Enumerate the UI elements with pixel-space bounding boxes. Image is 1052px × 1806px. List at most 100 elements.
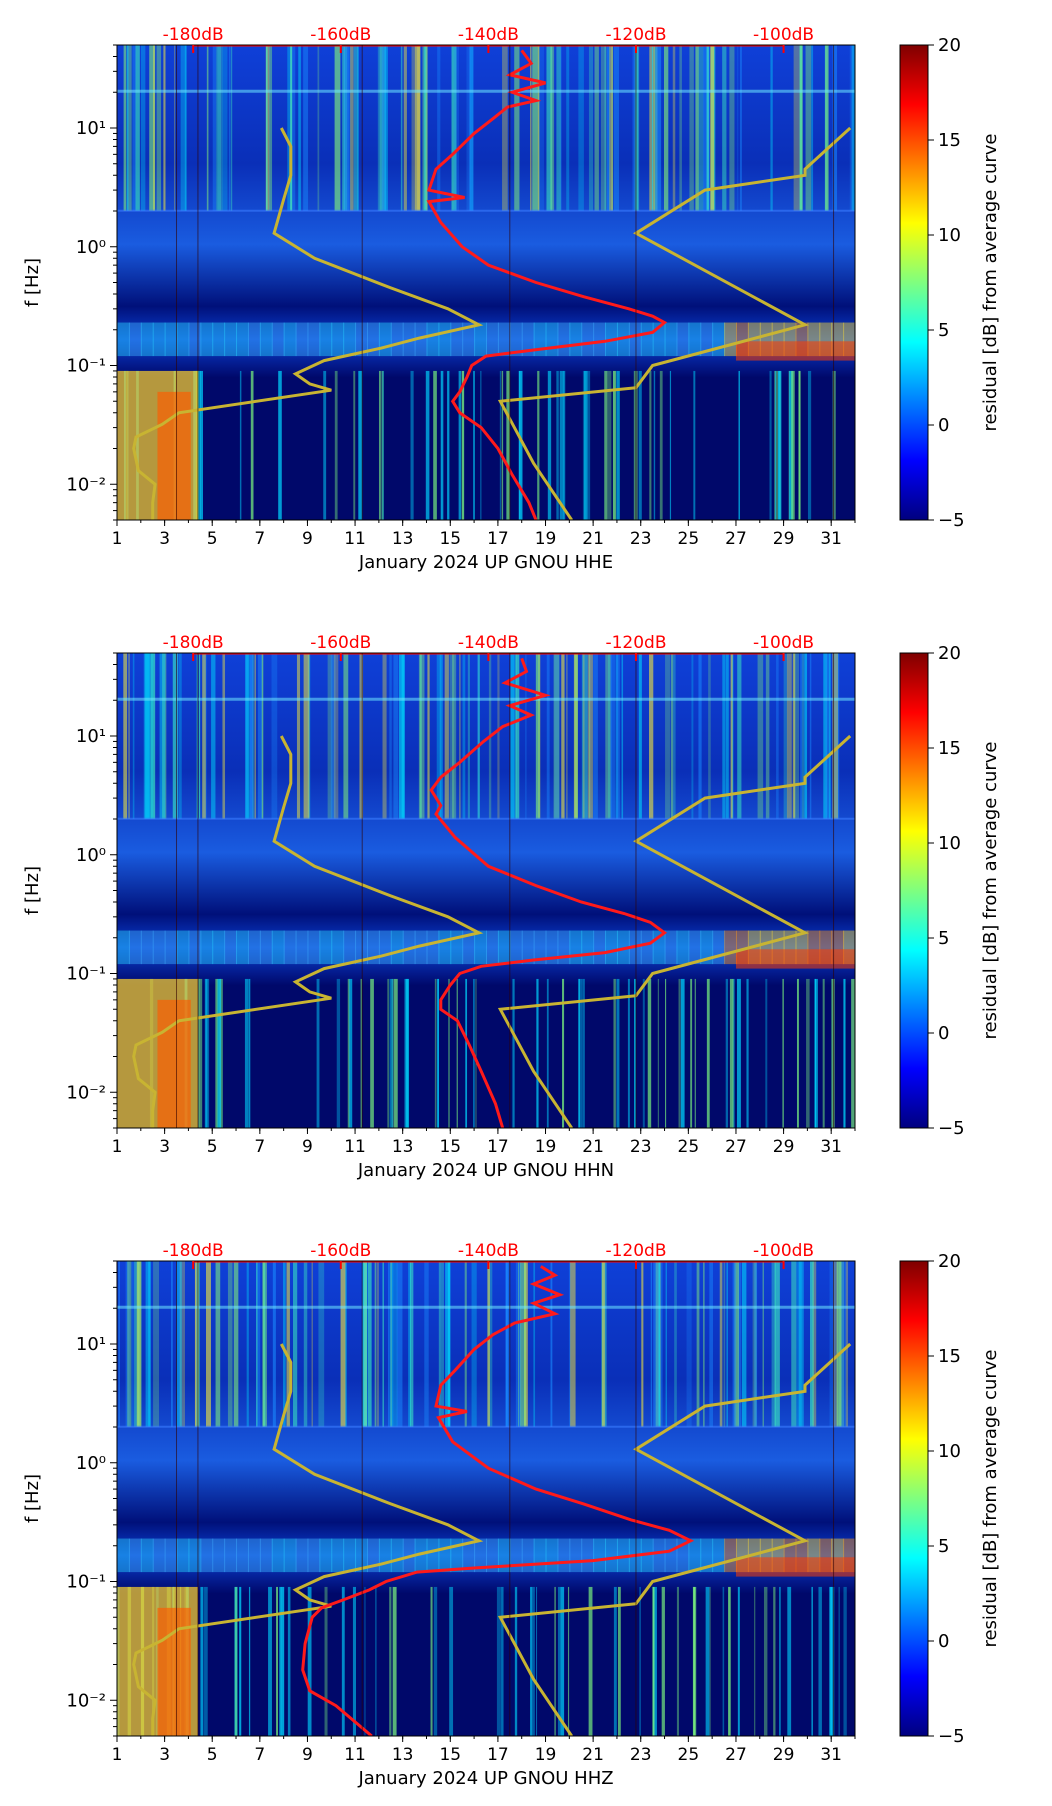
noise-model-low-curve <box>132 735 484 1128</box>
hf-noise-stripe <box>708 653 711 820</box>
hf-noise-stripe <box>286 1261 290 1428</box>
microseism-band-cell <box>557 1538 571 1573</box>
colorbar-tick-label: 10 <box>938 833 961 854</box>
lf-spike <box>378 370 381 520</box>
hf-noise-stripe <box>382 653 387 820</box>
hf-noise-stripe <box>578 45 584 212</box>
hf-noise-stripe <box>765 653 770 820</box>
lf-spike <box>763 1586 768 1736</box>
x-tick-label: 7 <box>254 1137 265 1157</box>
colorbar-tick-label: 20 <box>938 35 961 56</box>
hf-noise-stripe <box>799 45 803 212</box>
y-tick-label: 10⁻² <box>66 1690 106 1711</box>
hf-noise-stripe <box>510 653 515 820</box>
microseism-band-cell <box>355 1538 368 1573</box>
microseism-band-cell <box>640 322 654 357</box>
hf-noise-stripe <box>419 653 422 820</box>
hf-noise-stripe <box>125 1261 130 1428</box>
hf-noise-stripe <box>518 1261 520 1428</box>
lf-spike <box>806 978 810 1128</box>
lf-spike <box>276 1586 278 1736</box>
colorbar-tick-label: 10 <box>938 1441 961 1462</box>
hf-noise-stripe <box>449 653 455 820</box>
lf-spike <box>693 370 696 520</box>
hf-noise-stripe <box>153 1261 160 1428</box>
hf-noise-stripe <box>589 653 591 820</box>
hf-noise-stripe <box>445 1261 451 1428</box>
hf-noise-stripe <box>140 45 146 212</box>
microseism-band-cell <box>545 930 559 965</box>
microseism-band-cell <box>521 322 535 357</box>
hf-noise-stripe <box>515 1261 522 1428</box>
colorbar-tick-label: −5 <box>938 1118 965 1139</box>
microseism-band-cell <box>593 322 607 357</box>
hf-noise-stripe <box>376 1261 379 1428</box>
lf-spike <box>639 1586 641 1736</box>
hf-noise-stripe <box>518 1261 521 1428</box>
heatmap-background <box>117 45 855 520</box>
hf-noise-stripe <box>148 653 154 820</box>
hf-noise-stripe <box>792 653 796 820</box>
x-tick-label: 13 <box>392 1137 414 1157</box>
hf-noise-stripe <box>327 653 333 820</box>
lf-spike <box>613 1586 617 1736</box>
hf-noise-stripe <box>262 1261 265 1428</box>
colorbar-tick-label: 20 <box>938 643 961 664</box>
y-tick-label: 10⁰ <box>76 845 106 866</box>
microseism-band-cell <box>271 322 285 357</box>
y-tick-label: 10⁻² <box>66 474 106 495</box>
microseism-band-cell <box>224 1538 238 1573</box>
lf-spike <box>737 1586 740 1736</box>
hf-noise-stripe <box>303 653 310 820</box>
hf-noise-stripe <box>211 653 216 820</box>
lf-spike <box>244 978 249 1128</box>
hf-noise-stripe <box>798 1261 804 1428</box>
lf-spike <box>347 978 350 1128</box>
hf-noise-stripe <box>350 45 354 212</box>
lf-spike <box>659 370 663 520</box>
lf-spike <box>634 978 637 1128</box>
heatmap-background <box>117 653 855 1128</box>
x-tick-label: 5 <box>207 529 218 549</box>
colorbar-tick-label: 5 <box>938 928 949 949</box>
hf-noise-stripe <box>145 653 150 820</box>
hf-noise-stripe <box>696 1261 700 1428</box>
hf-noise-stripe <box>340 1261 346 1428</box>
hf-noise-stripe <box>296 653 301 820</box>
hf-noise-stripe <box>298 45 301 212</box>
lf-spike <box>765 978 768 1128</box>
hf-noise-stripe <box>410 1261 414 1428</box>
hf-noise-stripe <box>176 1261 182 1428</box>
hf-noise-stripe <box>673 653 676 820</box>
microseism-band-cell <box>176 930 190 965</box>
microseism-band-cell <box>593 930 607 965</box>
microseism-band-cell <box>117 322 130 357</box>
lf-spike <box>754 1586 756 1736</box>
hf-noise-stripe <box>655 45 662 212</box>
hf-noise-stripe <box>311 1261 313 1428</box>
x-axis-label: January 2024 UP GNOU HHN <box>357 1160 614 1181</box>
top-db-label: -120dB <box>605 633 666 653</box>
microseism-band-cell <box>164 930 178 965</box>
hf-noise-stripe <box>653 1261 659 1428</box>
lf-spike <box>381 370 384 520</box>
hf-noise-stripe <box>471 1261 477 1428</box>
microseism-band-cell <box>545 322 559 357</box>
psd-curve <box>429 657 668 1128</box>
x-tick-label: 15 <box>439 1745 461 1765</box>
microseism-band-cell <box>271 930 285 965</box>
microseism-band-cell <box>283 1538 297 1573</box>
microseism-band-cell <box>676 930 690 965</box>
hf-noise-stripe <box>290 45 293 212</box>
microseism-band-cell <box>426 322 440 357</box>
noise-model-high-curve <box>497 126 852 520</box>
lf-spike <box>353 370 356 520</box>
colorbar: 20 15 10 5 0 −5 residual [dB] from average cur… <box>899 1251 1001 1747</box>
lf-spike <box>547 370 552 520</box>
microseism-band-cell <box>557 322 571 357</box>
hf-noise-stripe <box>171 1261 173 1428</box>
microseism-band-cell <box>664 322 678 357</box>
hf-noise-stripe <box>390 1261 392 1428</box>
hf-noise-stripe <box>641 1261 644 1428</box>
